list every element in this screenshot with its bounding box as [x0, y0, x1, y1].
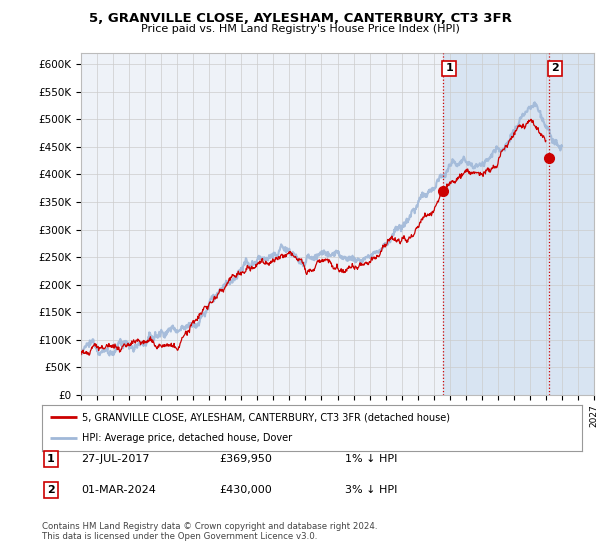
- Text: 2: 2: [47, 485, 55, 495]
- Text: Contains HM Land Registry data © Crown copyright and database right 2024.
This d: Contains HM Land Registry data © Crown c…: [42, 522, 377, 542]
- Text: 1% ↓ HPI: 1% ↓ HPI: [345, 454, 397, 464]
- Text: 1: 1: [445, 63, 453, 73]
- Text: 5, GRANVILLE CLOSE, AYLESHAM, CANTERBURY, CT3 3FR (detached house): 5, GRANVILLE CLOSE, AYLESHAM, CANTERBURY…: [83, 412, 451, 422]
- Text: 3% ↓ HPI: 3% ↓ HPI: [345, 485, 397, 495]
- Text: Price paid vs. HM Land Registry's House Price Index (HPI): Price paid vs. HM Land Registry's House …: [140, 24, 460, 34]
- Text: £369,950: £369,950: [219, 454, 272, 464]
- Text: 01-MAR-2024: 01-MAR-2024: [81, 485, 156, 495]
- Text: 27-JUL-2017: 27-JUL-2017: [81, 454, 149, 464]
- Text: 2: 2: [551, 63, 559, 73]
- Text: 1: 1: [47, 454, 55, 464]
- Bar: [443, 53, 594, 395]
- Text: HPI: Average price, detached house, Dover: HPI: Average price, detached house, Dove…: [83, 433, 293, 444]
- Text: 5, GRANVILLE CLOSE, AYLESHAM, CANTERBURY, CT3 3FR: 5, GRANVILLE CLOSE, AYLESHAM, CANTERBURY…: [89, 12, 511, 25]
- Text: £430,000: £430,000: [219, 485, 272, 495]
